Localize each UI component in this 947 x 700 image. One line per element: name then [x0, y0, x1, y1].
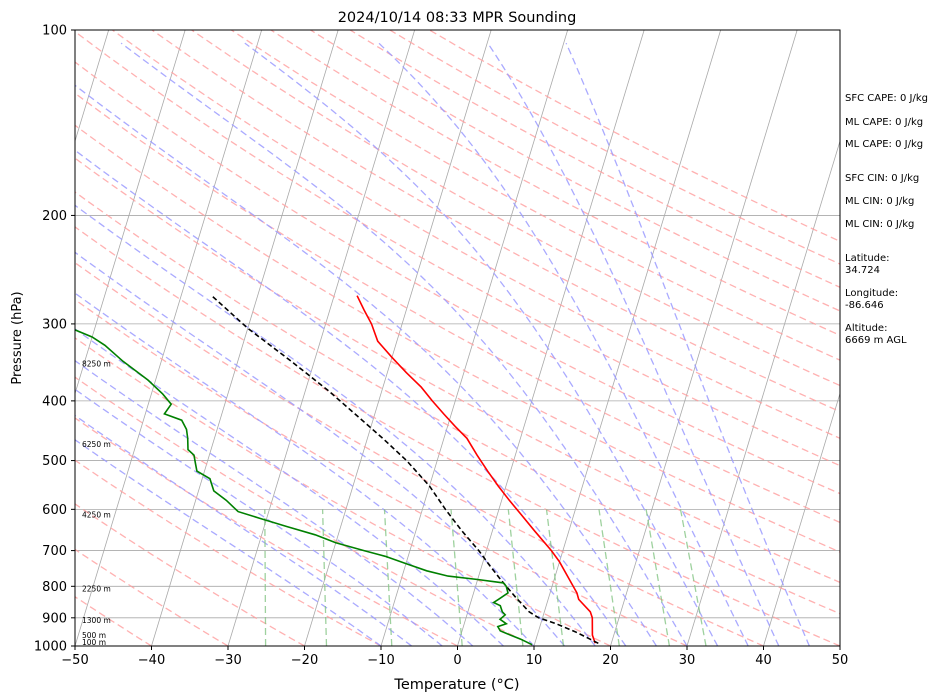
- height-label: 4250 m: [82, 511, 111, 520]
- isotherm-line: [75, 30, 186, 395]
- moist-adiabat-line: [75, 328, 504, 646]
- dewpoint-line: [75, 329, 533, 646]
- height-label: 1300 m: [82, 616, 111, 625]
- mixing-ratio-line: [383, 509, 393, 646]
- x-tick-label: −30: [214, 653, 241, 668]
- sfc-cin-text: SFC CIN: 0 J/kg: [845, 173, 920, 184]
- dry-adiabat-line: [112, 30, 840, 440]
- dry-adiabat-line: [75, 459, 382, 646]
- mixing-ratio-line: [598, 509, 620, 646]
- x-tick-label: −10: [367, 653, 394, 668]
- x-tick-label: −50: [61, 653, 88, 668]
- moist-adiabat-line: [75, 388, 443, 646]
- height-label: 2250 m: [82, 585, 111, 594]
- moist-adiabat-line: [565, 42, 810, 646]
- isotherm-line: [686, 139, 840, 646]
- x-tick-label: 50: [832, 653, 849, 668]
- x-tick-label: 0: [453, 653, 461, 668]
- moist-adiabat-line: [75, 251, 566, 646]
- dry-adiabat-line: [75, 92, 840, 524]
- mixing-ratio-line: [645, 509, 671, 646]
- chart-title: 2024/10/14 08:33 MPR Sounding: [338, 10, 577, 26]
- mixing-ratio-line: [545, 509, 565, 646]
- x-tick-label: 30: [679, 653, 696, 668]
- dry-adiabat-line: [270, 30, 840, 337]
- height-label: 100 m: [82, 638, 106, 647]
- y-tick-label: 600: [42, 503, 67, 518]
- sfc-cape-text: SFC CAPE: 0 J/kg: [845, 93, 928, 104]
- dry-adiabat-line: [75, 417, 458, 646]
- isotherm-line: [75, 30, 263, 646]
- plot-frame: [74, 29, 841, 647]
- dry-adiabat-line: [75, 337, 611, 646]
- dry-adiabat-line: [75, 261, 764, 646]
- height-label: 6250 m: [82, 440, 111, 449]
- isotherm-line: [304, 30, 492, 646]
- mixing-ratio-line: [264, 509, 267, 646]
- dry-adiabat-line: [75, 298, 688, 646]
- isotherm-line: [763, 392, 840, 646]
- x-tick-label: −40: [138, 653, 165, 668]
- dry-adiabat-line: [75, 596, 152, 646]
- y-tick-label: 200: [42, 209, 67, 224]
- dry-adiabat-line: [75, 191, 840, 615]
- y-axis-label: Pressure (hPa): [10, 291, 25, 384]
- dry-adiabat-line: [191, 30, 840, 387]
- ml-cin-text: ML CIN: 0 J/kg: [845, 196, 915, 207]
- x-tick-label: 20: [602, 653, 619, 668]
- altitude-text: Altitude: 6669 m AGL: [845, 323, 907, 346]
- moist-adiabat-line: [487, 42, 780, 646]
- dry-adiabat-line: [75, 548, 229, 646]
- isotherm-line: [610, 30, 798, 646]
- moist-adiabat-line: [75, 359, 474, 646]
- x-tick-label: −20: [291, 653, 318, 668]
- longitude-text: Longitude: -86.646: [845, 288, 899, 311]
- y-tick-label: 400: [42, 394, 67, 409]
- y-tick-label: 300: [42, 317, 67, 332]
- y-tick-label: 100: [42, 24, 67, 39]
- moist-adiabat-line: [244, 42, 719, 646]
- mixing-ratio-line: [321, 509, 328, 646]
- moist-adiabat-line: [75, 149, 627, 646]
- moist-adiabat-line: [378, 42, 749, 646]
- ml-cin-text-2: ML CIN: 0 J/kg: [845, 219, 915, 230]
- y-tick-label: 500: [42, 454, 67, 469]
- x-axis-label: Temperature (°C): [393, 677, 519, 693]
- dry-adiabat-line: [151, 30, 840, 413]
- isotherm-line: [533, 30, 722, 646]
- temperature-line: [356, 295, 596, 644]
- isotherm-line: [380, 30, 569, 646]
- moist-adiabat-line: [75, 84, 657, 646]
- height-label: 500 m: [82, 631, 106, 640]
- dry-adiabat-line: [230, 30, 840, 361]
- moist-adiabat-line: [75, 414, 412, 646]
- mixing-ratio-line: [507, 509, 524, 646]
- isotherm-line: [227, 30, 416, 646]
- y-tick-label: 900: [42, 611, 67, 626]
- dry-adiabat-line: [75, 124, 840, 553]
- y-tick-label: 800: [42, 580, 67, 595]
- x-tick-label: 10: [526, 653, 543, 668]
- height-label: 8250 m: [82, 360, 111, 369]
- x-tick-label: 40: [755, 653, 772, 668]
- latitude-text: Latitude: 34.724: [845, 253, 890, 276]
- parcel-profile-line: [211, 295, 599, 645]
- y-tick-label: 700: [42, 544, 67, 559]
- y-tick-label: 1000: [34, 640, 67, 655]
- moist-adiabat-line: [75, 204, 596, 646]
- dry-adiabat-line: [75, 61, 840, 495]
- moist-adiabat-line: [75, 292, 535, 646]
- dry-adiabat-line: [75, 157, 840, 584]
- dry-adiabat-line: [75, 376, 535, 646]
- ml-cape-text-2: ML CAPE: 0 J/kg: [845, 139, 924, 150]
- isotherm-line: [457, 30, 645, 646]
- moist-adiabat-line: [120, 42, 688, 646]
- isotherm-line: [75, 30, 110, 143]
- ml-cape-text: ML CAPE: 0 J/kg: [845, 117, 924, 128]
- mixing-ratio-line: [679, 509, 707, 646]
- dry-adiabat-line: [75, 30, 840, 467]
